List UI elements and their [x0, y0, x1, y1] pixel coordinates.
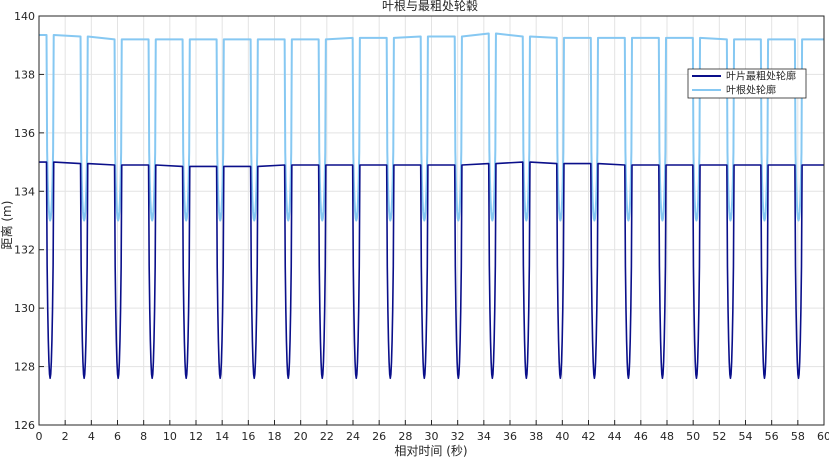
x-tick-label: 12 [189, 430, 203, 443]
x-tick-label: 48 [660, 430, 674, 443]
series-lines [39, 32, 824, 380]
y-tick-label: 128 [14, 361, 35, 374]
x-tick-label: 18 [268, 430, 282, 443]
y-tick-label: 130 [14, 302, 35, 315]
x-tick-label: 22 [320, 430, 334, 443]
x-tick-label: 2 [62, 430, 69, 443]
x-tick-label: 42 [582, 430, 596, 443]
chart-title: 叶根与最粗处轮毂 [382, 0, 478, 13]
series-line-tip [39, 161, 824, 380]
x-tick-label: 20 [294, 430, 308, 443]
x-tick-label: 58 [791, 430, 805, 443]
series-line-root [39, 32, 824, 222]
legend-label-root: 叶根处轮廓 [726, 84, 776, 97]
x-tick-label: 4 [88, 430, 95, 443]
x-tick-label: 10 [163, 430, 177, 443]
x-tick-label: 44 [608, 430, 622, 443]
y-tick-label: 136 [14, 127, 35, 140]
x-tick-label: 60 [817, 430, 829, 443]
x-axis-ticks: 0 2 4 6 8 10 12 14 16 18 20 22 24 26 28 30 32 34 36 38 40 42 4… [36, 420, 829, 443]
x-tick-label: 14 [215, 430, 229, 443]
x-tick-label: 36 [503, 430, 517, 443]
x-tick-label: 50 [686, 430, 700, 443]
legend-label-tip: 叶片最粗处轮廓 [726, 70, 796, 83]
legend-box [687, 68, 807, 99]
x-tick-label: 46 [634, 430, 648, 443]
x-tick-label: 28 [398, 430, 412, 443]
x-tick-label: 16 [241, 430, 255, 443]
x-tick-label: 54 [739, 430, 753, 443]
x-tick-label: 0 [36, 430, 43, 443]
y-axis-ticks: 126 128 130 132 134 136 138 140 [14, 10, 44, 432]
y-tick-label: 126 [14, 419, 35, 432]
x-tick-label: 8 [140, 430, 147, 443]
x-tick-label: 56 [765, 430, 779, 443]
y-tick-label: 138 [14, 68, 35, 81]
y-axis-title: 距离 (m) [0, 201, 14, 250]
x-tick-label: 30 [425, 430, 439, 443]
x-tick-label: 32 [451, 430, 465, 443]
y-tick-label: 132 [14, 244, 35, 257]
x-tick-label: 6 [114, 430, 121, 443]
x-tick-label: 52 [712, 430, 726, 443]
x-axis-title: 相对时间 (秒) [394, 444, 467, 458]
x-tick-label: 24 [346, 430, 360, 443]
x-tick-label: 34 [477, 430, 491, 443]
x-tick-label: 38 [529, 430, 543, 443]
y-tick-label: 140 [14, 10, 35, 23]
x-tick-label: 26 [372, 430, 386, 443]
legend: 叶片最粗处轮廓 叶根处轮廓 [687, 68, 807, 99]
x-tick-label: 40 [555, 430, 569, 443]
y-tick-label: 134 [14, 185, 35, 198]
